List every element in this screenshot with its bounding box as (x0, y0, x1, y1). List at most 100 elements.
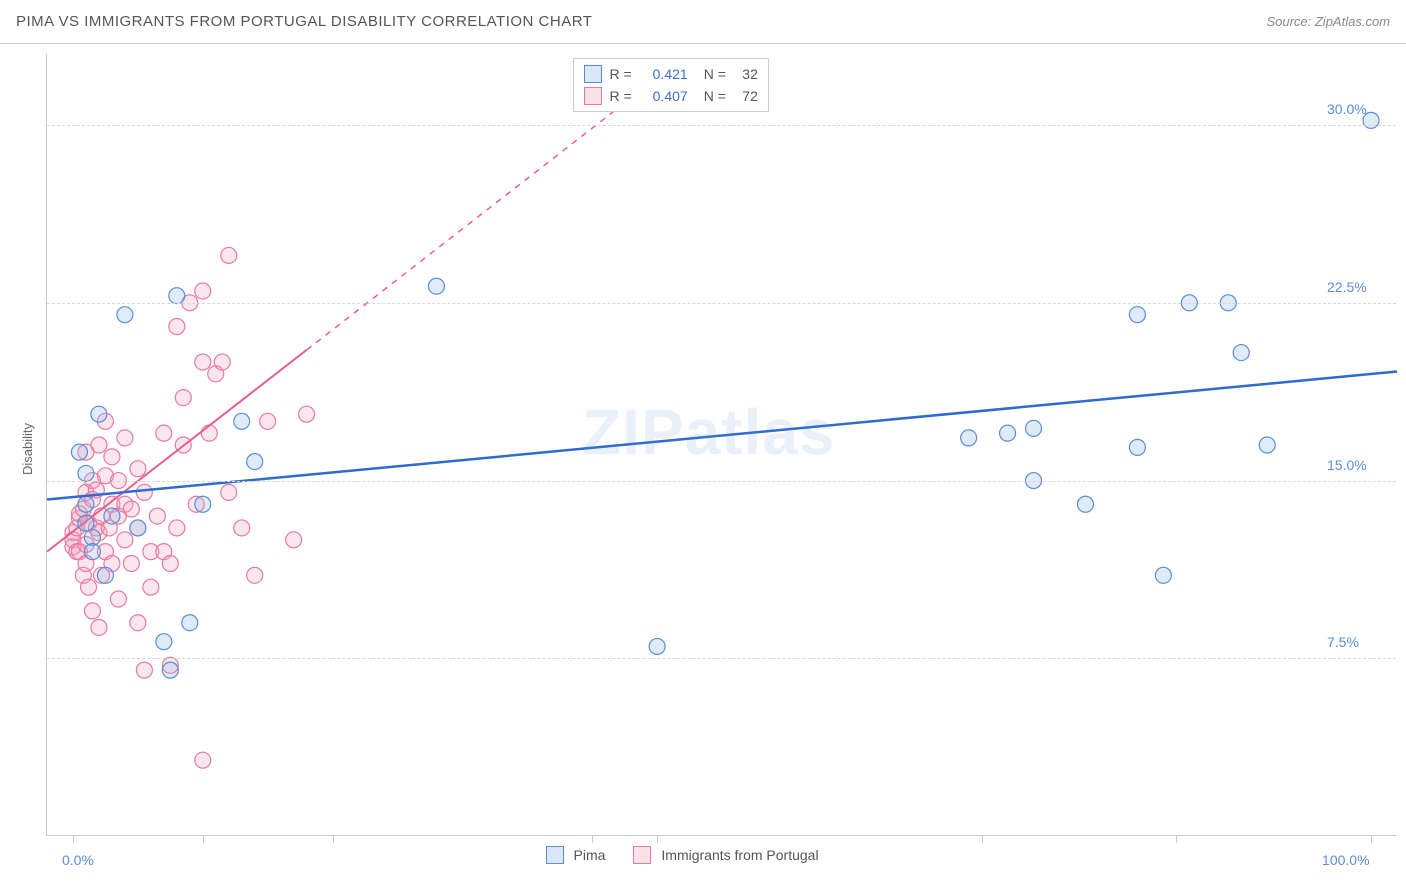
pima-point (1233, 345, 1249, 361)
pima-point (130, 520, 146, 536)
pima-legend-swatch (546, 846, 564, 864)
chart-container: PIMA VS IMMIGRANTS FROM PORTUGAL DISABIL… (0, 0, 1406, 892)
portugal-r-value: 0.407 (640, 85, 688, 107)
pima-point (91, 406, 107, 422)
portugal-point (130, 461, 146, 477)
plot-area: ZIPatlas 7.5%15.0%22.5%30.0% (46, 54, 1396, 836)
x-tick (1176, 835, 1177, 843)
portugal-point (143, 579, 159, 595)
pima-point (1259, 437, 1275, 453)
portugal-point (260, 413, 276, 429)
x-max-label: 100.0% (1322, 852, 1369, 868)
portugal-point (234, 520, 250, 536)
pima-point (247, 454, 263, 470)
portugal-point (110, 591, 126, 607)
gridline (47, 658, 1396, 659)
portugal-point (91, 437, 107, 453)
portugal-point (117, 532, 133, 548)
pima-point (195, 496, 211, 512)
portugal-point (214, 354, 230, 370)
portugal-point (221, 484, 237, 500)
pima-point (234, 413, 250, 429)
portugal-point (123, 555, 139, 571)
x-tick (73, 835, 74, 843)
pima-point (78, 465, 94, 481)
portugal-point (156, 425, 172, 441)
bottom-legend: Pima Immigrants from Portugal (546, 846, 837, 864)
pima-point (78, 496, 94, 512)
portugal-legend-label: Immigrants from Portugal (661, 847, 818, 863)
portugal-trend-dashed (307, 78, 657, 350)
portugal-point (286, 532, 302, 548)
pima-r-value: 0.421 (640, 63, 688, 85)
pima-point (162, 662, 178, 678)
x-tick (333, 835, 334, 843)
portugal-point (130, 615, 146, 631)
portugal-point (81, 579, 97, 595)
pima-point (428, 278, 444, 294)
pima-point (1129, 307, 1145, 323)
plot-svg (47, 54, 1397, 836)
portugal-point (169, 319, 185, 335)
portugal-point (195, 354, 211, 370)
portugal-point (136, 662, 152, 678)
x-tick (982, 835, 983, 843)
pima-point (961, 430, 977, 446)
portugal-point (149, 508, 165, 524)
pima-point (84, 529, 100, 545)
portugal-point (299, 406, 315, 422)
pima-swatch (584, 65, 602, 83)
x-min-label: 0.0% (62, 852, 94, 868)
gridline (47, 125, 1396, 126)
portugal-point (91, 619, 107, 635)
portugal-point (195, 283, 211, 299)
pima-point (649, 638, 665, 654)
y-tick-label: 22.5% (1327, 279, 1367, 295)
x-tick (657, 835, 658, 843)
pima-point (71, 444, 87, 460)
pima-point (1155, 567, 1171, 583)
portugal-point (247, 567, 263, 583)
y-tick-label: 15.0% (1327, 457, 1367, 473)
r-label: R = (610, 63, 632, 85)
x-tick (203, 835, 204, 843)
pima-point (104, 508, 120, 524)
n-label: N = (704, 63, 726, 85)
chart-title: PIMA VS IMMIGRANTS FROM PORTUGAL DISABIL… (16, 13, 592, 30)
pima-point (169, 288, 185, 304)
stats-box: R = 0.421 N = 32 R = 0.407 N = 72 (573, 58, 769, 112)
portugal-point (195, 752, 211, 768)
portugal-point (175, 390, 191, 406)
gridline (47, 481, 1396, 482)
pima-point (84, 544, 100, 560)
pima-point (117, 307, 133, 323)
pima-point (182, 615, 198, 631)
pima-point (156, 634, 172, 650)
x-tick (592, 835, 593, 843)
portugal-point (104, 449, 120, 465)
pima-point (78, 515, 94, 531)
portugal-point (136, 484, 152, 500)
x-tick (1371, 835, 1372, 843)
stats-row-pima: R = 0.421 N = 32 (584, 63, 758, 85)
y-axis-label: Disability (20, 423, 35, 475)
r-label: R = (610, 85, 632, 107)
pima-legend-label: Pima (574, 847, 606, 863)
portugal-point (201, 425, 217, 441)
pima-point (1000, 425, 1016, 441)
pima-point (1026, 420, 1042, 436)
pima-point (1129, 439, 1145, 455)
portugal-point (221, 247, 237, 263)
title-bar: PIMA VS IMMIGRANTS FROM PORTUGAL DISABIL… (0, 0, 1406, 44)
portugal-n-value: 72 (734, 85, 758, 107)
gridline (47, 303, 1396, 304)
portugal-legend-swatch (633, 846, 651, 864)
portugal-point (117, 430, 133, 446)
pima-n-value: 32 (734, 63, 758, 85)
pima-point (1077, 496, 1093, 512)
n-label: N = (704, 85, 726, 107)
portugal-point (123, 501, 139, 517)
portugal-point (84, 603, 100, 619)
y-tick-label: 7.5% (1327, 634, 1359, 650)
portugal-swatch (584, 87, 602, 105)
